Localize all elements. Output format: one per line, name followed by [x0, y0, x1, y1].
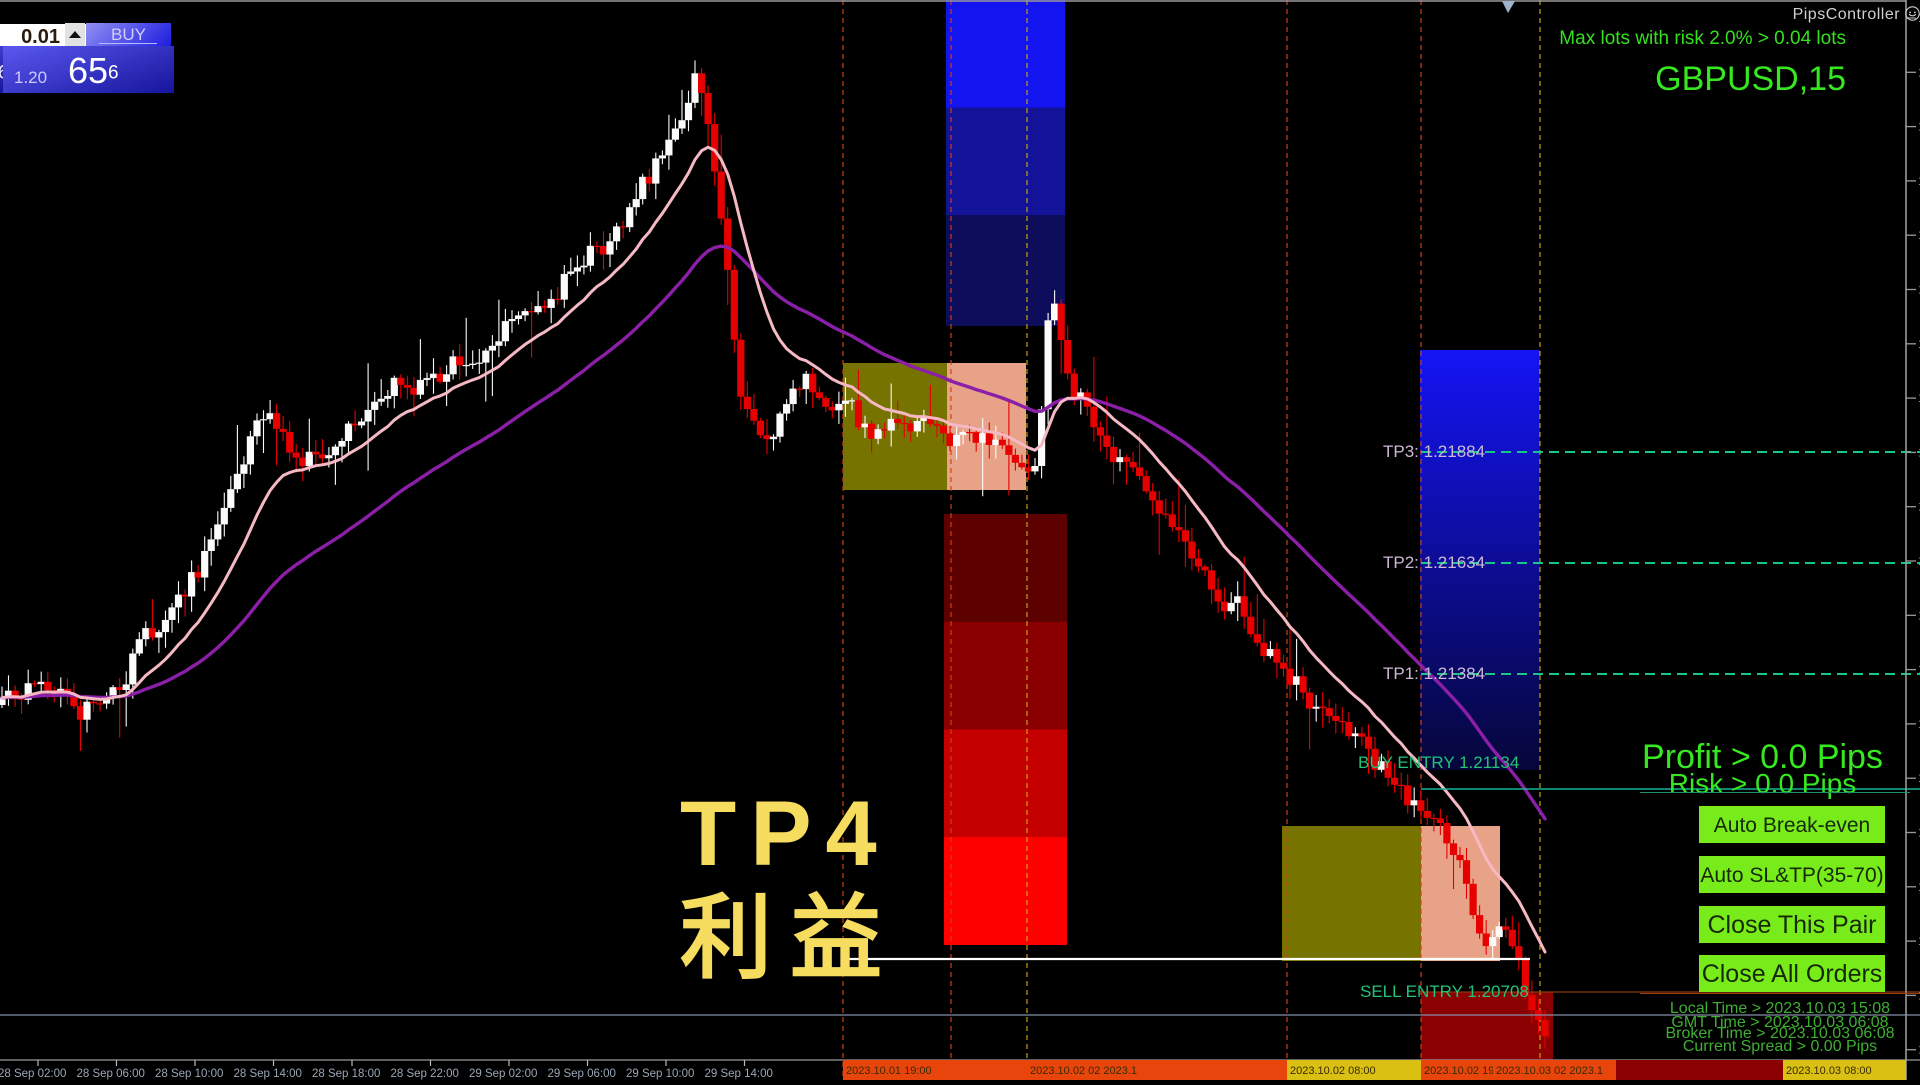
svg-text:29 Sep 02:00: 29 Sep 02:00: [469, 1068, 537, 1080]
svg-text:28 Sep 22:00: 28 Sep 22:00: [391, 1068, 459, 1080]
svg-text:2023.10.01 19:00: 2023.10.01 19:00: [846, 1065, 932, 1077]
svg-text:28 Sep 02:00: 28 Sep 02:00: [0, 1068, 66, 1080]
svg-text:29 Sep 06:00: 29 Sep 06:00: [548, 1068, 616, 1080]
svg-text:2023.10.02 08:00: 2023.10.02 08:00: [1290, 1065, 1376, 1077]
svg-text:2023.10.03 08:00: 2023.10.03 08:00: [1786, 1065, 1872, 1077]
svg-text:28 Sep 14:00: 28 Sep 14:00: [234, 1068, 302, 1080]
svg-text:28 Sep 10:00: 28 Sep 10:00: [155, 1068, 223, 1080]
svg-text:28 Sep 18:00: 28 Sep 18:00: [312, 1068, 380, 1080]
svg-text:2023.10.03 02 2023.1: 2023.10.03 02 2023.1: [1496, 1065, 1603, 1077]
svg-text:29 Sep 10:00: 29 Sep 10:00: [626, 1068, 694, 1080]
svg-text:28 Sep 06:00: 28 Sep 06:00: [77, 1068, 145, 1080]
svg-text:29 Sep 14:00: 29 Sep 14:00: [705, 1068, 773, 1080]
svg-text:2023.10.02 02 2023.1: 2023.10.02 02 2023.1: [1030, 1065, 1137, 1077]
